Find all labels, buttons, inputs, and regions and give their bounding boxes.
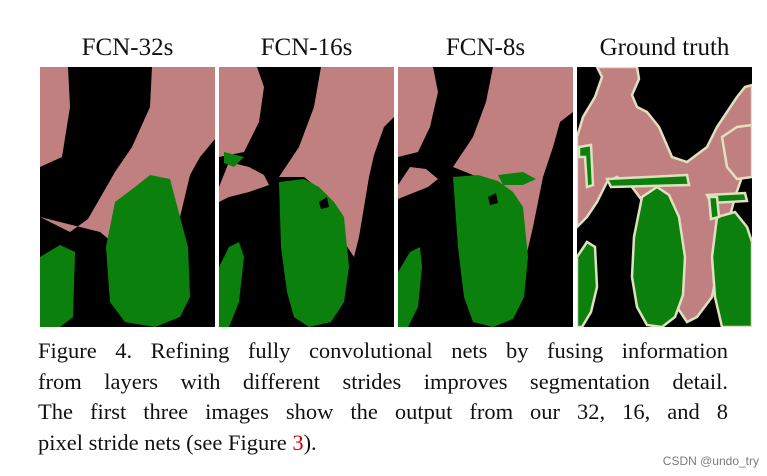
caption-line: The first three images show the output f… xyxy=(38,399,728,424)
segmentation-fcn16s-image xyxy=(219,67,394,327)
segmentation-fcn32s-image xyxy=(40,67,215,327)
figure-reference-link[interactable]: 3 xyxy=(292,429,304,455)
watermark: CSDN @undo_try xyxy=(662,454,759,468)
caption-line: Figure 4. Refining fully convolutional n… xyxy=(38,338,728,363)
segmentation-ground-truth-image xyxy=(577,67,752,327)
panel-title-ground-truth: Ground truth xyxy=(599,34,730,61)
panel-title-fcn8s: FCN-8s xyxy=(445,34,526,61)
caption-text-end: ). xyxy=(303,429,317,455)
caption-last-line: pixel stride nets (see Figure 3). xyxy=(38,428,728,459)
figure-caption: Figure 4. Refining fully convolutional n… xyxy=(38,336,728,458)
panel-title-fcn16s: FCN-16s xyxy=(260,34,353,61)
caption-text: pixel stride nets (see Figure xyxy=(38,429,293,455)
panel-title-fcn32s: FCN-32s xyxy=(81,34,174,61)
caption-line: from layers with different strides impro… xyxy=(38,368,728,394)
segmentation-fcn8s-image xyxy=(398,67,573,327)
